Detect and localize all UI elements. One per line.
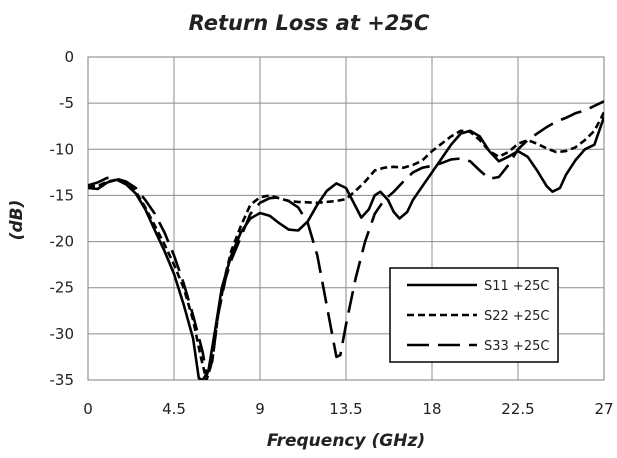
x-tick-label: 18	[422, 400, 441, 418]
x-tick-label: 22.5	[501, 400, 534, 418]
y-axis-ticks: 0 -5 -10 -15 -20 -25 -30 -35	[50, 48, 75, 389]
series-line-s33	[88, 100, 604, 377]
y-tick-label: -30	[50, 325, 75, 343]
x-tick-label: 0	[83, 400, 93, 418]
x-tick-label: 4.5	[162, 400, 186, 418]
legend-label-s22: S22 +25C	[484, 309, 549, 324]
series-layer	[88, 100, 604, 380]
y-tick-label: 0	[64, 48, 74, 66]
legend: S11 +25C S22 +25C S33 +25C	[389, 267, 559, 363]
y-tick-label: -5	[59, 94, 74, 112]
y-tick-label: -20	[50, 233, 75, 251]
series-line-s22	[88, 111, 604, 380]
y-tick-label: -15	[50, 186, 75, 204]
legend-label-s33: S33 +25C	[484, 339, 549, 354]
x-tick-label: 27	[594, 400, 613, 418]
x-tick-label: 9	[255, 400, 265, 418]
y-tick-label: -25	[50, 279, 75, 297]
y-tick-label: -10	[50, 140, 75, 158]
x-axis-ticks: 0 4.5 9 13.5 18 22.5 27	[83, 400, 613, 418]
chart-title: Return Loss at +25C	[189, 11, 430, 35]
y-axis-title: (dB)	[7, 200, 27, 241]
y-tick-label: -35	[50, 371, 75, 389]
x-axis-title: Frequency (GHz)	[267, 431, 425, 451]
x-tick-label: 13.5	[329, 400, 362, 418]
legend-label-s11: S11 +25C	[484, 279, 549, 294]
plot-area-frame	[87, 56, 605, 381]
